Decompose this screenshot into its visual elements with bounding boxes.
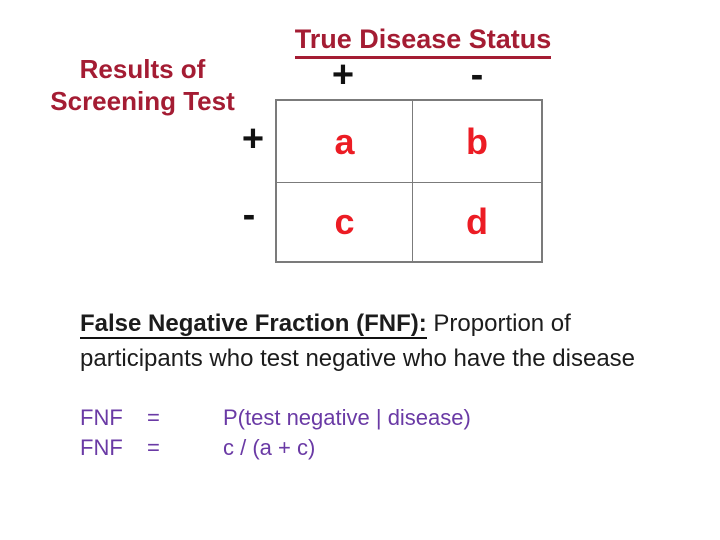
- definition-term: False Negative Fraction (FNF):: [80, 310, 427, 339]
- two-by-two-table: a b c d: [275, 99, 543, 263]
- formula-row-1: FNF = P(test negative | disease): [80, 403, 471, 433]
- formula-1-equals: =: [147, 405, 160, 430]
- column-label-positive: +: [331, 54, 355, 96]
- column-axis-title-text: True Disease Status: [294, 24, 552, 59]
- definition-rest-line1: Proportion of: [426, 310, 571, 337]
- row-axis-title: Results of Screening Test: [30, 53, 255, 117]
- column-axis-title: True Disease Status: [283, 24, 563, 59]
- formula-2-equals: =: [147, 435, 160, 460]
- formula-1-rhs: P(test negative | disease): [223, 405, 471, 430]
- formula-2-lhs: FNF: [80, 435, 123, 460]
- table-cell-c: c: [277, 183, 413, 261]
- table-cell-d: d: [466, 201, 488, 242]
- formula-1-lhs: FNF: [80, 405, 123, 430]
- formula-block: FNF = P(test negative | disease) FNF = c…: [80, 403, 471, 463]
- row-axis-title-line2: Screening Test: [50, 86, 235, 116]
- formula-2-rhs: c / (a + c): [223, 435, 316, 460]
- column-label-negative: -: [470, 54, 484, 96]
- formula-row-2: FNF = c / (a + c): [80, 433, 471, 463]
- row-label-positive: +: [241, 118, 265, 160]
- row-axis-title-line1: Results of: [79, 54, 206, 84]
- definition-line1: False Negative Fraction (FNF): Proportio…: [80, 306, 700, 341]
- row-label-negative: -: [242, 194, 256, 236]
- table-cell-a: a: [277, 101, 413, 183]
- definition-paragraph: False Negative Fraction (FNF): Proportio…: [80, 306, 700, 376]
- table-cell-b: b: [413, 101, 541, 183]
- definition-line2: participants who test negative who have …: [80, 345, 636, 372]
